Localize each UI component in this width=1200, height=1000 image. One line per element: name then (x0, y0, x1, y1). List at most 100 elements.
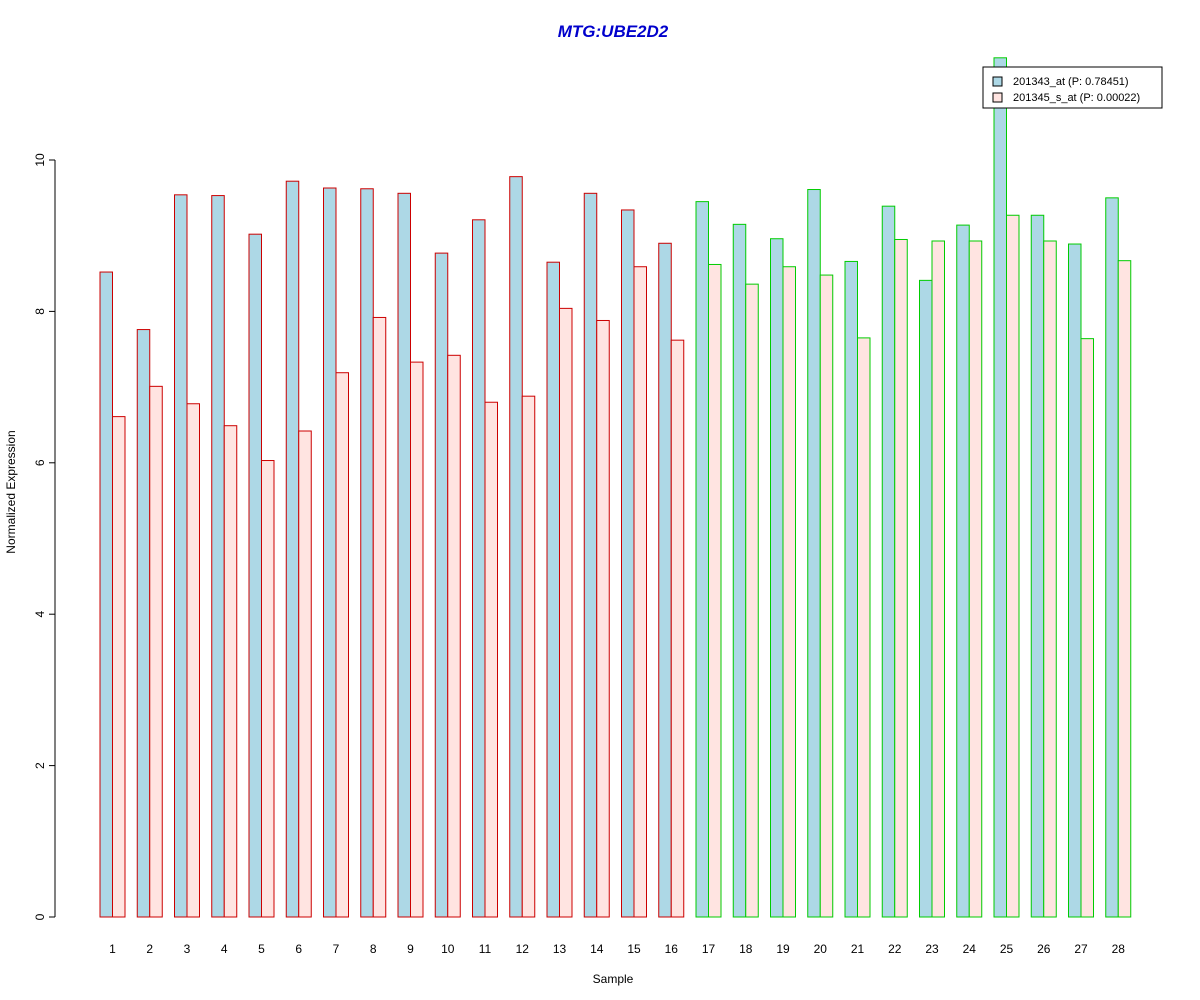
bar-201343-at (397, 192, 411, 918)
bar-201345-s-at (596, 319, 610, 918)
legend-box (982, 66, 1163, 109)
bar-201343-at (695, 201, 709, 918)
bar-201343-at (621, 209, 635, 918)
bar-201345-s-at (1043, 240, 1057, 918)
legend-swatch (992, 76, 1003, 87)
bar-201343-at (211, 195, 225, 918)
y-tick-label: 8 (33, 308, 47, 315)
bar-201343-at (360, 188, 374, 918)
y-tick-label: 2 (33, 762, 47, 769)
x-tick-label: 12 (516, 942, 530, 956)
x-tick-label: 28 (1112, 942, 1126, 956)
x-tick-label: 3 (184, 942, 191, 956)
bar-201345-s-at (782, 266, 796, 918)
x-tick-label: 20 (814, 942, 828, 956)
x-axis-label: Sample (593, 972, 634, 986)
bar-201343-at (881, 205, 896, 918)
bar-201343-at (434, 252, 449, 918)
bar-201345-s-at (559, 307, 573, 918)
bar-201345-s-at (1080, 338, 1094, 918)
y-axis-label: Normalized Expression (4, 430, 18, 553)
x-tick-label: 23 (925, 942, 939, 956)
x-tick-labels: 1 2 3 4 5 6 7 8 9 10 11 12 13 14 15 16 17 18 19 20 21 22 23 24 2… (109, 942, 1125, 956)
bar-201345-s-at (708, 263, 722, 918)
legend: 201343_at (P: 0.78451) 201345_s_at (P: 0.… (982, 66, 1163, 109)
x-tick-label: 7 (333, 942, 340, 956)
bar-201345-s-at (1117, 260, 1132, 918)
bar-201345-s-at (223, 425, 238, 918)
x-tick-label: 1 (109, 942, 116, 956)
bar-201345-s-at (261, 460, 275, 918)
x-tick-label: 24 (963, 942, 977, 956)
x-tick-label: 15 (627, 942, 641, 956)
x-tick-label: 19 (776, 942, 790, 956)
x-tick-label: 25 (1000, 942, 1014, 956)
bar-201345-s-at (112, 416, 126, 918)
bar-201343-at (285, 180, 300, 918)
bar-201345-s-at (968, 240, 983, 918)
x-tick-label: 5 (258, 942, 265, 956)
bar-201343-at (919, 279, 933, 918)
bar-201343-at (658, 242, 672, 918)
legend-swatch (992, 92, 1003, 103)
bar-201345-s-at (410, 361, 424, 918)
bar-201345-s-at (335, 372, 349, 918)
bar-201345-s-at (1006, 214, 1020, 918)
bar-201343-at (993, 57, 1007, 918)
bar-201343-at (1068, 243, 1082, 918)
bar-201343-at (99, 271, 113, 918)
x-tick-label: 27 (1074, 942, 1088, 956)
bar-201343-at (248, 233, 262, 918)
x-tick-label: 2 (146, 942, 153, 956)
bar-201343-at (323, 187, 337, 918)
x-tick-label: 17 (702, 942, 716, 956)
bar-201343-at (1030, 214, 1045, 918)
legend-entry: 201345_s_at (P: 0.00022) (1013, 92, 1140, 104)
bar-201345-s-at (447, 354, 461, 918)
y-axis: 0 2 4 6 8 10 (33, 153, 56, 920)
bar-201343-at (844, 260, 858, 918)
bar-201343-at (1105, 197, 1119, 918)
bar-201345-s-at (894, 238, 908, 918)
bar-201343-at (583, 192, 598, 918)
bar-201343-at (174, 194, 188, 918)
bar-201343-at (509, 176, 523, 918)
bar-201345-s-at (633, 266, 647, 918)
x-tick-label: 21 (851, 942, 865, 956)
bar-201343-at (136, 329, 151, 918)
bar-201345-s-at (298, 430, 312, 918)
bars (99, 57, 1132, 918)
x-tick-label: 14 (590, 942, 604, 956)
bar-201345-s-at (931, 240, 945, 918)
legend-entry: 201343_at (P: 0.78451) (1013, 76, 1129, 88)
bar-201345-s-at (819, 274, 834, 918)
y-tick-label: 0 (33, 913, 47, 920)
x-tick-label: 22 (888, 942, 902, 956)
x-tick-label: 4 (221, 942, 228, 956)
y-tick-label: 6 (33, 459, 47, 466)
x-tick-label: 10 (441, 942, 455, 956)
x-tick-label: 26 (1037, 942, 1051, 956)
y-tick-label: 10 (33, 153, 47, 167)
bar-201345-s-at (521, 395, 536, 918)
bar-201345-s-at (670, 339, 685, 918)
x-tick-label: 18 (739, 942, 753, 956)
x-tick-label: 9 (407, 942, 414, 956)
bar-201343-at (472, 219, 486, 918)
x-tick-label: 16 (665, 942, 679, 956)
bar-201345-s-at (484, 401, 498, 918)
x-tick-label: 6 (295, 942, 302, 956)
y-tick-label: 4 (33, 611, 47, 618)
bar-201345-s-at (149, 385, 163, 918)
bar-201343-at (807, 189, 821, 918)
x-tick-label: 13 (553, 942, 567, 956)
bar-201343-at (770, 238, 784, 918)
bar-201345-s-at (186, 403, 200, 918)
x-tick-label: 8 (370, 942, 377, 956)
bar-201345-s-at (745, 283, 759, 918)
bar-201343-at (732, 223, 747, 918)
bar-201343-at (546, 261, 560, 918)
bar-201345-s-at (372, 316, 387, 918)
bar-201345-s-at (857, 337, 871, 918)
